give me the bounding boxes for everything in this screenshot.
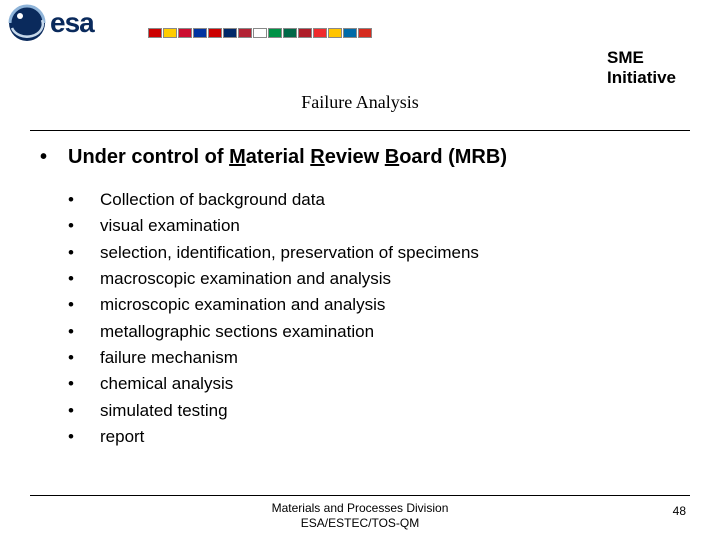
list-item-text: chemical analysis: [100, 371, 233, 397]
list-item-text: macroscopic examination and analysis: [100, 266, 391, 292]
list-item-text: failure mechanism: [100, 345, 238, 371]
flag-13: [343, 28, 357, 38]
flag-14: [358, 28, 372, 38]
esa-logo: esa: [6, 2, 94, 44]
main-bullet-text: Under control of Material Review Board (…: [68, 146, 507, 169]
flag-11: [313, 28, 327, 38]
footer: Materials and Processes Division ESA/EST…: [0, 501, 720, 532]
list-item-text: microscopic examination and analysis: [100, 292, 385, 318]
flag-7: [253, 28, 267, 38]
logo-swirl-icon: [6, 2, 48, 44]
bullet-dot: •: [68, 292, 100, 318]
list-item-text: selection, identification, preservation …: [100, 240, 479, 266]
list-item: •macroscopic examination and analysis: [68, 266, 680, 292]
logo-text: esa: [50, 7, 94, 39]
divider-top: [30, 130, 690, 131]
list-item: •visual examination: [68, 213, 680, 239]
list-item: •chemical analysis: [68, 371, 680, 397]
flag-5: [223, 28, 237, 38]
main-bullet: • Under control of Material Review Board…: [40, 146, 680, 169]
bullet-dot: •: [68, 319, 100, 345]
bullet-dot: •: [68, 266, 100, 292]
list-item: •Collection of background data: [68, 187, 680, 213]
list-item: •metallographic sections examination: [68, 319, 680, 345]
flag-8: [268, 28, 282, 38]
list-item: •microscopic examination and analysis: [68, 292, 680, 318]
list-item-text: metallographic sections examination: [100, 319, 374, 345]
slide-title: Failure Analysis: [0, 92, 720, 113]
list-item-text: Collection of background data: [100, 187, 325, 213]
bullet-dot: •: [68, 213, 100, 239]
flag-10: [298, 28, 312, 38]
bullet-dot: •: [68, 424, 100, 450]
sme-line2: Initiative: [607, 68, 676, 88]
bullet-dot: •: [68, 345, 100, 371]
list-item-text: simulated testing: [100, 398, 228, 424]
flag-1: [163, 28, 177, 38]
content-area: • Under control of Material Review Board…: [40, 146, 680, 450]
flag-2: [178, 28, 192, 38]
list-item-text: visual examination: [100, 213, 240, 239]
list-item: •failure mechanism: [68, 345, 680, 371]
sme-line1: SME: [607, 48, 676, 68]
flag-strip: [148, 28, 372, 38]
list-item: •report: [68, 424, 680, 450]
bullet-dot: •: [68, 187, 100, 213]
footer-line1: Materials and Processes Division: [0, 501, 720, 517]
list-item: •selection, identification, preservation…: [68, 240, 680, 266]
footer-line2: ESA/ESTEC/TOS-QM: [0, 516, 720, 532]
bullet-dot: •: [68, 371, 100, 397]
header: esa: [0, 0, 720, 48]
list-item-text: report: [100, 424, 144, 450]
flag-12: [328, 28, 342, 38]
flag-9: [283, 28, 297, 38]
flag-3: [193, 28, 207, 38]
flag-6: [238, 28, 252, 38]
sme-initiative-label: SME Initiative: [607, 48, 676, 89]
flag-0: [148, 28, 162, 38]
list-item: •simulated testing: [68, 398, 680, 424]
bullet-dot: •: [68, 398, 100, 424]
sub-bullet-list: •Collection of background data•visual ex…: [40, 187, 680, 450]
flag-4: [208, 28, 222, 38]
bullet-dot: •: [68, 240, 100, 266]
page-number: 48: [673, 504, 686, 518]
divider-bottom: [30, 495, 690, 496]
